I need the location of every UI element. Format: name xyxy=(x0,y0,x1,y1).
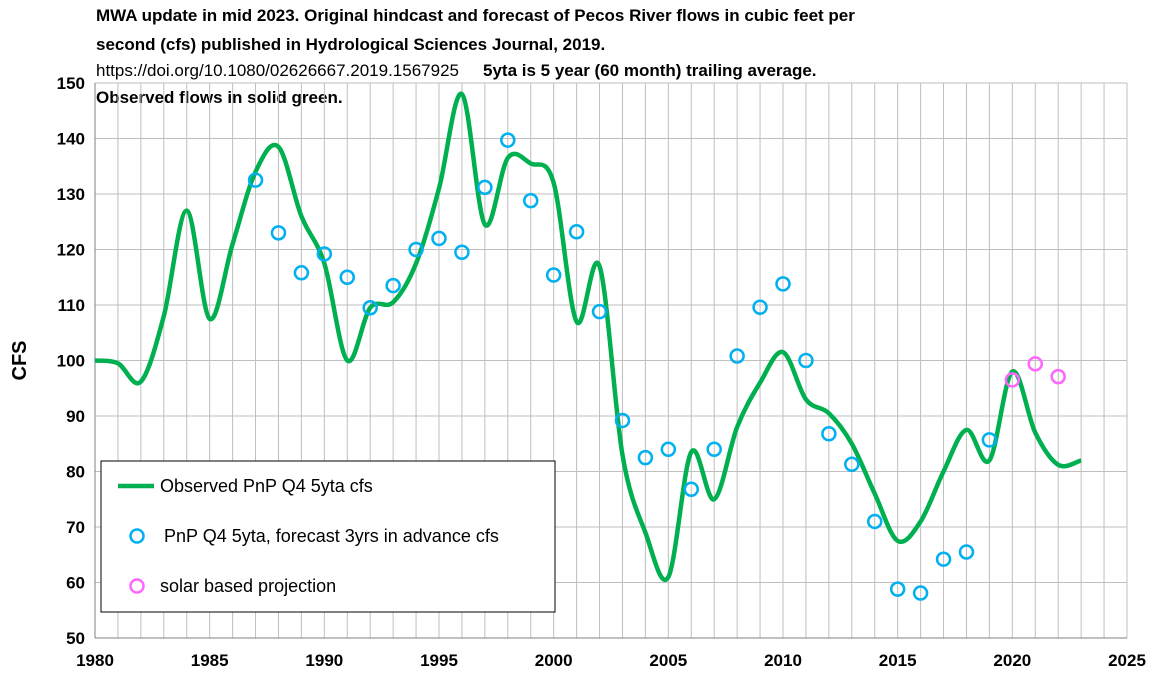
x-tick-label: 1990 xyxy=(305,651,343,670)
forecast-point xyxy=(247,172,264,188)
y-tick-label: 130 xyxy=(57,185,85,204)
forecast-point xyxy=(958,544,975,560)
solar-projection-point xyxy=(1050,368,1066,385)
forecast-point xyxy=(270,225,287,241)
legend: Observed PnP Q4 5yta cfs PnP Q4 5yta, for… xyxy=(100,460,556,613)
forecast-point xyxy=(729,348,745,364)
solar-projection-point xyxy=(1004,372,1021,388)
forecast-point xyxy=(660,441,677,458)
forecast-point xyxy=(568,223,585,240)
forecast-point xyxy=(821,426,837,442)
y-tick-label: 120 xyxy=(57,241,85,260)
y-tick-label: 60 xyxy=(66,574,85,593)
observed-series-line xyxy=(94,91,1082,582)
forecast-point xyxy=(935,551,952,567)
forecast-point xyxy=(637,449,654,466)
x-tick-label: 2005 xyxy=(649,651,687,670)
forecast-point xyxy=(362,300,378,316)
forecast-point xyxy=(522,192,539,209)
solar-projection-point xyxy=(1027,356,1044,372)
forecast-point xyxy=(912,585,929,601)
y-tick-label: 70 xyxy=(66,518,85,537)
forecast-point xyxy=(408,241,424,258)
forecast-point xyxy=(752,299,768,315)
y-tick-label: 140 xyxy=(57,130,85,149)
chart-title-line-1: MWA update in mid 2023. Original hindcas… xyxy=(96,6,855,25)
forecast-point xyxy=(477,179,493,196)
forecast-point xyxy=(591,303,608,320)
forecast-point xyxy=(889,581,906,597)
x-tick-label: 2020 xyxy=(993,651,1031,670)
trailing-average-note: 5yta is 5 year (60 month) trailing avera… xyxy=(483,61,817,80)
y-tick-label: 100 xyxy=(57,352,85,371)
forecast-point xyxy=(775,276,791,292)
forecast-point xyxy=(545,267,562,283)
forecast-point xyxy=(500,132,516,148)
observed-note: Observed flows in solid green. xyxy=(96,88,343,107)
forecast-point xyxy=(454,244,470,261)
chart-title-line-3: https://doi.org/10.1080/02626667.2019.15… xyxy=(96,61,817,81)
legend-entry-label: Observed PnP Q4 5yta cfs xyxy=(160,476,373,496)
x-tick-label: 1985 xyxy=(191,651,229,670)
y-axis-label: CFS xyxy=(9,341,31,381)
forecast-point xyxy=(706,441,722,458)
x-tick-label: 2010 xyxy=(764,651,802,670)
forecast-point xyxy=(683,481,700,498)
legend-entry-label: PnP Q4 5yta, forecast 3yrs in advance cf… xyxy=(164,526,499,546)
forecast-point xyxy=(293,265,310,281)
x-tick-label: 1995 xyxy=(420,651,458,670)
doi-link-text: https://doi.org/10.1080/02626667.2019.15… xyxy=(96,61,459,80)
x-tick-label: 2025 xyxy=(1108,651,1146,670)
legend-box xyxy=(100,460,556,613)
y-tick-label: 110 xyxy=(58,296,85,315)
forecast-point xyxy=(798,352,814,369)
x-tick-label: 1980 xyxy=(76,651,114,670)
y-tick-label: 50 xyxy=(66,629,85,648)
forecast-point xyxy=(431,230,447,247)
forecast-point xyxy=(866,513,883,530)
y-tick-label: 150 xyxy=(57,74,85,93)
forecast-point xyxy=(844,456,860,473)
forecast-point xyxy=(614,412,631,429)
forecast-point xyxy=(316,246,333,262)
chart-title-line-2: second (cfs) published in Hydrological S… xyxy=(96,35,606,54)
forecast-point xyxy=(981,432,998,448)
legend-entry-label: solar based projection xyxy=(160,576,336,596)
forecast-point xyxy=(339,269,356,285)
x-tick-label: 2015 xyxy=(879,651,917,670)
forecast-point xyxy=(385,277,401,294)
y-tick-label: 90 xyxy=(66,407,85,426)
x-tick-label: 2000 xyxy=(535,651,573,670)
legend-forecast-swatch xyxy=(129,528,145,544)
legend-solar-swatch xyxy=(129,578,145,594)
y-tick-label: 80 xyxy=(66,463,85,482)
